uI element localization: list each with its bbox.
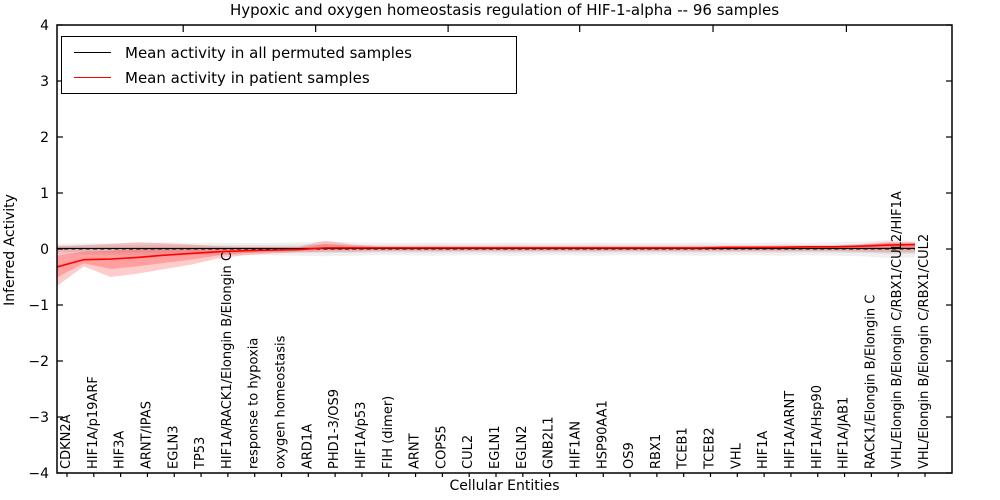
y-tick-label: 0	[40, 242, 49, 258]
x-category-label: HSP90AA1	[595, 400, 610, 469]
x-category-label: HIF1A/p53	[354, 402, 369, 469]
x-category-label: COPS5	[434, 425, 449, 469]
x-category-label: HIF1A/p19ARF	[86, 376, 101, 469]
patient-band-outer	[57, 240, 915, 286]
x-category-label: HIF1A/Hsp90	[810, 385, 825, 469]
x-category-label: EGLN2	[515, 425, 530, 469]
x-category-label: FIH (dimer)	[381, 396, 396, 469]
legend-line-black-icon	[74, 52, 111, 53]
x-category-label: RACK1/Elongin B/Elongin C	[863, 295, 878, 469]
x-category-label: PHD1-3/OS9	[327, 389, 342, 469]
y-tick-label: 2	[40, 130, 49, 146]
legend-label: Mean activity in patient samples	[125, 68, 370, 87]
y-tick-label: −1	[28, 298, 49, 314]
legend-item: Mean activity in all permuted samples	[62, 44, 516, 62]
x-category-label: ARNT	[408, 433, 423, 469]
x-category-label: TCEB2	[703, 427, 718, 470]
x-category-label: GNB2L1	[542, 416, 557, 469]
x-category-label: HIF1A	[756, 431, 771, 469]
x-category-label: ARNT/IPAS	[139, 401, 154, 469]
patient-band-inner	[57, 243, 915, 278]
chart-title: Hypoxic and oxygen homeostasis regulatio…	[229, 1, 780, 19]
x-category-label: CUL2	[461, 435, 476, 469]
legend-label: Mean activity in all permuted samples	[125, 43, 412, 62]
x-category-label: TCEB1	[676, 427, 691, 470]
x-category-label: TP53	[193, 437, 208, 470]
y-tick-label: 1	[40, 186, 49, 202]
x-category-label: OS9	[622, 442, 637, 469]
y-tick-label: 4	[40, 18, 49, 34]
legend: Mean activity in all permuted samples Me…	[61, 36, 517, 94]
x-axis-label: Cellular Entities	[449, 478, 560, 494]
x-category-label: response to hypoxia	[247, 338, 262, 469]
x-category-label: HIF1AN	[568, 421, 583, 469]
y-tick-label: −3	[28, 410, 49, 426]
x-category-label: HIF1A/JAB1	[837, 397, 852, 469]
x-category-label: HIF3A	[113, 431, 128, 469]
x-category-label: RBX1	[649, 434, 664, 469]
x-category-label: oxygen homeostasis	[274, 335, 289, 469]
x-category-label: EGLN1	[488, 425, 503, 469]
patient-mean-line	[56, 243, 916, 268]
x-category-label: VHL/Elongin B/Elongin C/RBX1/CUL2	[917, 234, 932, 469]
y-tick-label: −4	[28, 466, 49, 482]
legend-item: Mean activity in patient samples	[62, 69, 516, 87]
x-category-label: CDKN2A	[59, 414, 74, 469]
x-category-label: HIF1A/RACK1/Elongin B/Elongin C	[220, 252, 235, 469]
y-tick-label: −2	[28, 354, 49, 370]
y-tick-label: 3	[40, 74, 49, 90]
x-category-label: VHL	[729, 442, 744, 469]
x-category-label: HIF1A/ARNT	[783, 391, 798, 469]
x-category-label: VHL/Elongin B/Elongin C/RBX1/CUL2/HIF1A	[890, 191, 905, 469]
x-category-label: EGLN3	[166, 425, 181, 469]
legend-line-red-icon	[74, 77, 111, 78]
x-category-label: ARD1A	[300, 424, 315, 469]
